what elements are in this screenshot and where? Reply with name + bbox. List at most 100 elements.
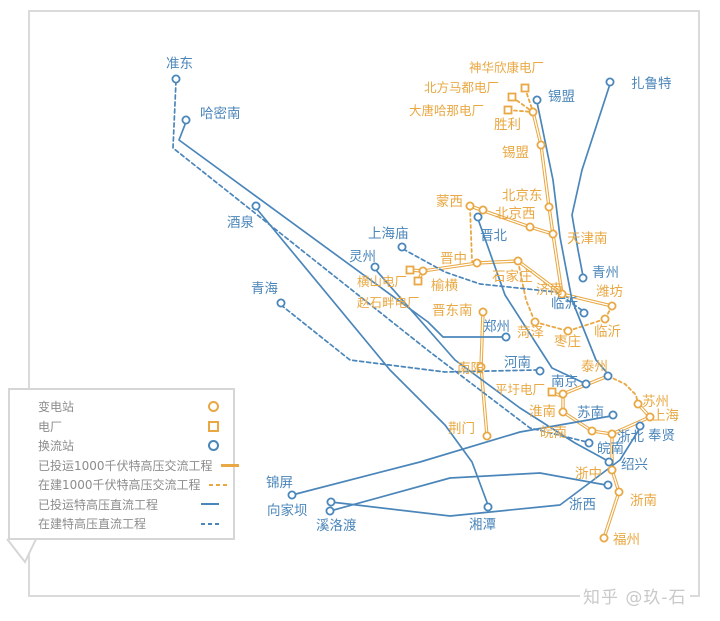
legend-label-converter: 换流站 xyxy=(38,439,75,454)
marker-substation-蒙西 xyxy=(465,201,475,211)
marker-substation-北京东 xyxy=(544,202,554,212)
label-北京东: 北京东 xyxy=(502,188,543,204)
label-奉贤: 奉贤 xyxy=(648,428,675,444)
line-枣庄—临沂 xyxy=(567,318,606,332)
marker-substation-上海 xyxy=(645,412,655,422)
label-赵石畔电厂: 赵石畔电厂 xyxy=(357,295,420,310)
label-北京西: 北京西 xyxy=(495,206,536,222)
marker-converter-溪洛渡 xyxy=(325,506,335,516)
power-plant-marker-icon xyxy=(208,420,219,432)
legend-item-dc-construction: 在建特高压直流工程 xyxy=(10,514,233,534)
marker-converter-锦屏 xyxy=(287,490,297,500)
marker-substation-苏州 xyxy=(633,399,643,409)
label-横山电厂: 横山电厂 xyxy=(357,274,407,289)
substation-marker-icon xyxy=(208,401,219,413)
label-上海: 上海 xyxy=(652,408,679,424)
marker-converter-准东 xyxy=(171,74,181,84)
label-郑州: 郑州 xyxy=(483,319,510,335)
legend-item-substation: 变电站 xyxy=(10,397,233,417)
marker-converter-河南 xyxy=(535,366,545,376)
marker-substation-枣庄 xyxy=(563,326,573,336)
marker-converter-泰州 xyxy=(603,371,613,381)
label-浙南: 浙南 xyxy=(630,493,657,509)
label-溪洛渡: 溪洛渡 xyxy=(316,518,357,534)
marker-converter-向家坝 xyxy=(326,497,336,507)
marker-substation-天津南 xyxy=(548,229,558,239)
marker-substation-晋东南 xyxy=(478,307,488,317)
line-锦屏—苏南 xyxy=(291,415,612,496)
map-frame xyxy=(28,10,700,597)
legend-label-plant: 电厂 xyxy=(38,419,63,434)
label-皖南-换流站: 皖南 xyxy=(597,441,624,457)
marker-substation-荆门 xyxy=(482,431,492,441)
zhihu-watermark: 知乎 @玖-石 xyxy=(580,583,690,608)
marker-converter-青州 xyxy=(578,273,588,283)
marker-converter-灵州 xyxy=(370,262,380,272)
marker-substation-菏泽 xyxy=(530,317,540,327)
line-哈密南—郑州 xyxy=(178,121,507,338)
legend-item-ac-construction: 在建1000千伏特高压交流工程 xyxy=(10,475,233,495)
marker-converter-绍兴 xyxy=(604,457,614,467)
marker-converter-哈密南 xyxy=(181,115,191,125)
label-蒙西: 蒙西 xyxy=(436,194,463,210)
label-浙北: 浙北 xyxy=(617,429,645,445)
marker-converter-晋北 xyxy=(473,212,483,222)
label-向家坝: 向家坝 xyxy=(267,502,308,519)
marker-substation-北京西 xyxy=(525,222,535,232)
marker-substation-环网节点 xyxy=(558,389,568,399)
marker-substation-晋中 xyxy=(472,258,482,268)
label-河南: 河南 xyxy=(504,355,531,371)
marker-substation-锡盟-变电站 xyxy=(536,140,546,150)
line-向家坝—上海 xyxy=(330,427,641,517)
label-浙西: 浙西 xyxy=(569,497,596,513)
marker-substation-榆横 xyxy=(418,266,428,276)
label-天津南: 天津南 xyxy=(567,231,608,247)
legend-tail-fold xyxy=(6,538,37,564)
line-菏泽—枣庄 xyxy=(534,321,569,332)
marker-converter-苏南 xyxy=(608,410,618,420)
label-南阳: 南阳 xyxy=(457,361,484,377)
label-锡盟-换流站: 锡盟 xyxy=(548,89,575,105)
label-扎鲁特: 扎鲁特 xyxy=(631,76,672,92)
label-枣庄: 枣庄 xyxy=(554,333,581,350)
line-扎鲁特—青州 xyxy=(571,83,611,277)
label-锡盟-变电站: 锡盟 xyxy=(502,145,529,161)
label-榆横: 榆横 xyxy=(431,278,458,294)
label-晋东南: 晋东南 xyxy=(432,303,473,319)
label-锦屏: 锦屏 xyxy=(266,475,293,491)
line-溪洛渡—浙西 xyxy=(329,472,607,512)
label-青海: 青海 xyxy=(251,281,278,297)
line-上海庙—临沂 xyxy=(402,248,584,312)
legend-item-ac-operational: 已投运1000千伏特高压交流工程 xyxy=(10,456,239,476)
label-浙中: 浙中 xyxy=(575,466,602,482)
label-胜利: 胜利 xyxy=(494,117,521,133)
label-石家庄: 石家庄 xyxy=(492,268,533,285)
marker-substation-石家庄 xyxy=(513,256,523,266)
marker-substation-南阳 xyxy=(476,362,486,372)
ac-operational-line-icon xyxy=(220,463,239,467)
label-济南: 济南 xyxy=(536,282,563,298)
marker-substation-晋北-交流节点 xyxy=(478,205,488,215)
marker-converter-临沂-换流站 xyxy=(579,308,589,318)
label-南京: 南京 xyxy=(551,374,578,390)
marker-converter-浙西 xyxy=(603,480,613,490)
legend-label-substation: 变电站 xyxy=(38,400,75,415)
label-哈密南: 哈密南 xyxy=(200,105,241,122)
marker-converter-青海 xyxy=(276,298,286,308)
marker-substation-临沂-变电站 xyxy=(600,314,610,324)
marker-converter-奉贤 xyxy=(635,421,645,431)
marker-plant-平圩电厂 xyxy=(547,387,557,397)
marker-substation-浙北 xyxy=(607,429,617,439)
label-灵州: 灵州 xyxy=(349,249,376,265)
label-菏泽: 菏泽 xyxy=(517,325,544,341)
marker-substation-胜利 xyxy=(528,107,538,117)
label-晋北: 晋北 xyxy=(480,228,507,244)
label-准东: 准东 xyxy=(166,56,193,72)
label-晋中: 晋中 xyxy=(440,251,467,267)
label-大唐哈那电厂: 大唐哈那电厂 xyxy=(409,103,484,118)
legend-label-dc-operational: 已投运特高压直流工程 xyxy=(38,497,159,512)
marker-converter-扎鲁特 xyxy=(605,77,615,87)
legend-label-ac-operational: 已投运1000千伏特高压交流工程 xyxy=(38,458,213,473)
label-泰州: 泰州 xyxy=(581,359,608,375)
